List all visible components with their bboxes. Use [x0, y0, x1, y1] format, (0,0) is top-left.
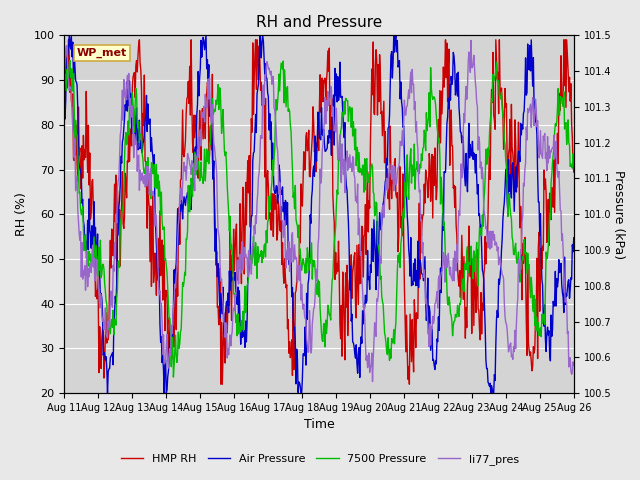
7500 Pressure	[170, 374, 177, 380]
li77_pres	[70, 132, 77, 138]
7500 Pressure	[570, 161, 578, 167]
Air Pressure	[70, 76, 77, 82]
Title: RH and Pressure: RH and Pressure	[256, 15, 382, 30]
Line: 7500 Pressure: 7500 Pressure	[64, 60, 574, 377]
Line: HMP RH: HMP RH	[64, 40, 574, 384]
Air Pressure	[202, 39, 209, 45]
li77_pres	[369, 379, 376, 384]
HMP RH	[65, 37, 72, 43]
li77_pres	[381, 191, 389, 196]
HMP RH	[70, 158, 78, 164]
HMP RH	[217, 381, 225, 387]
Air Pressure	[123, 79, 131, 85]
HMP RH	[60, 98, 68, 104]
HMP RH	[202, 136, 209, 142]
li77_pres	[570, 362, 578, 368]
7500 Pressure	[397, 241, 404, 247]
Line: Air Pressure: Air Pressure	[64, 36, 574, 393]
Air Pressure	[202, 33, 210, 38]
Line: li77_pres: li77_pres	[64, 40, 574, 382]
Air Pressure	[570, 235, 578, 240]
li77_pres	[467, 37, 475, 43]
Y-axis label: RH (%): RH (%)	[15, 192, 28, 236]
Air Pressure	[104, 390, 111, 396]
7500 Pressure	[60, 83, 68, 89]
Air Pressure	[175, 242, 182, 248]
Legend: HMP RH, Air Pressure, 7500 Pressure, li77_pres: HMP RH, Air Pressure, 7500 Pressure, li7…	[116, 450, 524, 469]
HMP RH	[397, 225, 404, 231]
Y-axis label: Pressure (kPa): Pressure (kPa)	[612, 169, 625, 259]
li77_pres	[201, 119, 209, 125]
Air Pressure	[382, 176, 390, 181]
7500 Pressure	[123, 142, 131, 147]
li77_pres	[60, 75, 68, 81]
li77_pres	[396, 138, 404, 144]
Text: WP_met: WP_met	[77, 48, 127, 58]
HMP RH	[123, 195, 131, 201]
Air Pressure	[60, 101, 68, 107]
HMP RH	[382, 164, 390, 170]
li77_pres	[174, 238, 182, 243]
li77_pres	[122, 97, 130, 103]
X-axis label: Time: Time	[303, 419, 334, 432]
7500 Pressure	[66, 58, 74, 63]
7500 Pressure	[70, 101, 78, 107]
7500 Pressure	[382, 340, 390, 346]
7500 Pressure	[202, 164, 210, 170]
HMP RH	[570, 169, 578, 175]
Air Pressure	[397, 79, 404, 85]
7500 Pressure	[175, 346, 183, 351]
HMP RH	[175, 230, 182, 236]
